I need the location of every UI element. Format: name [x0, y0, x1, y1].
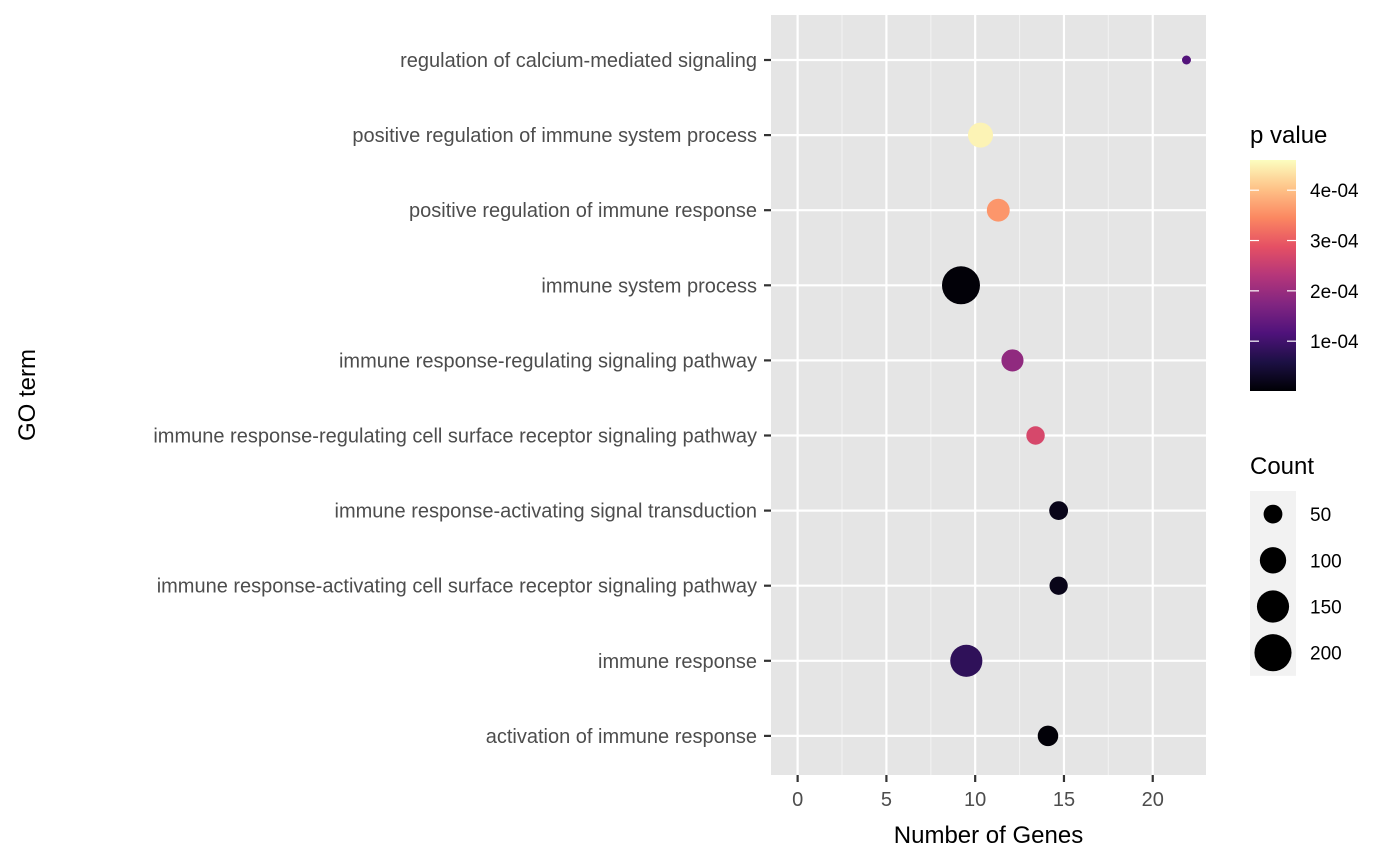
data-point — [1181, 55, 1191, 65]
p-value-legend-label: 2e-04 — [1310, 282, 1359, 303]
x-tick-label: 5 — [881, 789, 892, 811]
count-legend-label: 150 — [1310, 598, 1342, 619]
data-point — [1026, 426, 1045, 445]
y-axis: activation of immune response immune resp… — [153, 50, 771, 748]
y-tick-label: immune response-activating signal transd… — [335, 501, 757, 523]
y-tick-label: positive regulation of immune response — [409, 200, 757, 222]
x-tick-label: 20 — [1142, 789, 1164, 811]
count-legend-title: Count — [1250, 453, 1314, 480]
data-point — [967, 122, 994, 148]
count-legend-key — [1254, 634, 1292, 672]
count-legend-label: 200 — [1310, 644, 1342, 665]
x-axis-title: Number of Genes — [894, 822, 1083, 849]
count-legend-key — [1259, 547, 1287, 574]
minor-gridlines — [841, 15, 1109, 775]
x-tick-label: 15 — [1053, 789, 1075, 811]
y-tick-label: immune response — [598, 651, 757, 673]
y-axis-title: GO term — [14, 349, 41, 441]
p-value-legend: p value 1e-04 2e-04 3e-04 4e-04 — [1250, 122, 1359, 391]
data-point — [1037, 725, 1059, 747]
y-tick-label: immune response-regulating signaling pat… — [339, 350, 757, 372]
count-legend-key — [1256, 590, 1290, 623]
data-point — [941, 266, 980, 305]
p-value-legend-label: 4e-04 — [1310, 181, 1359, 202]
p-value-legend-title: p value — [1250, 122, 1327, 149]
data-point — [950, 644, 983, 677]
data-point — [986, 198, 1010, 222]
y-tick-label: positive regulation of immune system pro… — [352, 125, 757, 147]
data-point — [1001, 349, 1024, 372]
y-tick-label: activation of immune response — [486, 726, 757, 748]
data-point — [1049, 501, 1069, 521]
y-tick-label: immune system process — [541, 275, 757, 297]
x-tick-label: 0 — [792, 789, 803, 811]
major-gridlines — [771, 15, 1206, 775]
y-tick-label: regulation of calcium-mediated signaling — [400, 50, 757, 72]
count-legend-key — [1263, 504, 1283, 524]
p-value-colorbar — [1250, 160, 1296, 391]
y-tick-label: immune response-activating cell surface … — [157, 576, 757, 598]
data-points — [941, 55, 1191, 747]
count-legend: Count 50 100 150 200 — [1250, 453, 1342, 676]
x-tick-label: 10 — [964, 789, 986, 811]
count-legend-label: 50 — [1310, 505, 1331, 526]
p-value-legend-label: 3e-04 — [1310, 232, 1359, 253]
y-tick-label: immune response-regulating cell surface … — [153, 426, 757, 448]
x-axis: 0 5 10 15 20 — [792, 775, 1164, 811]
count-legend-label: 100 — [1310, 551, 1342, 572]
data-point — [1049, 576, 1068, 595]
p-value-legend-label: 1e-04 — [1310, 332, 1359, 353]
